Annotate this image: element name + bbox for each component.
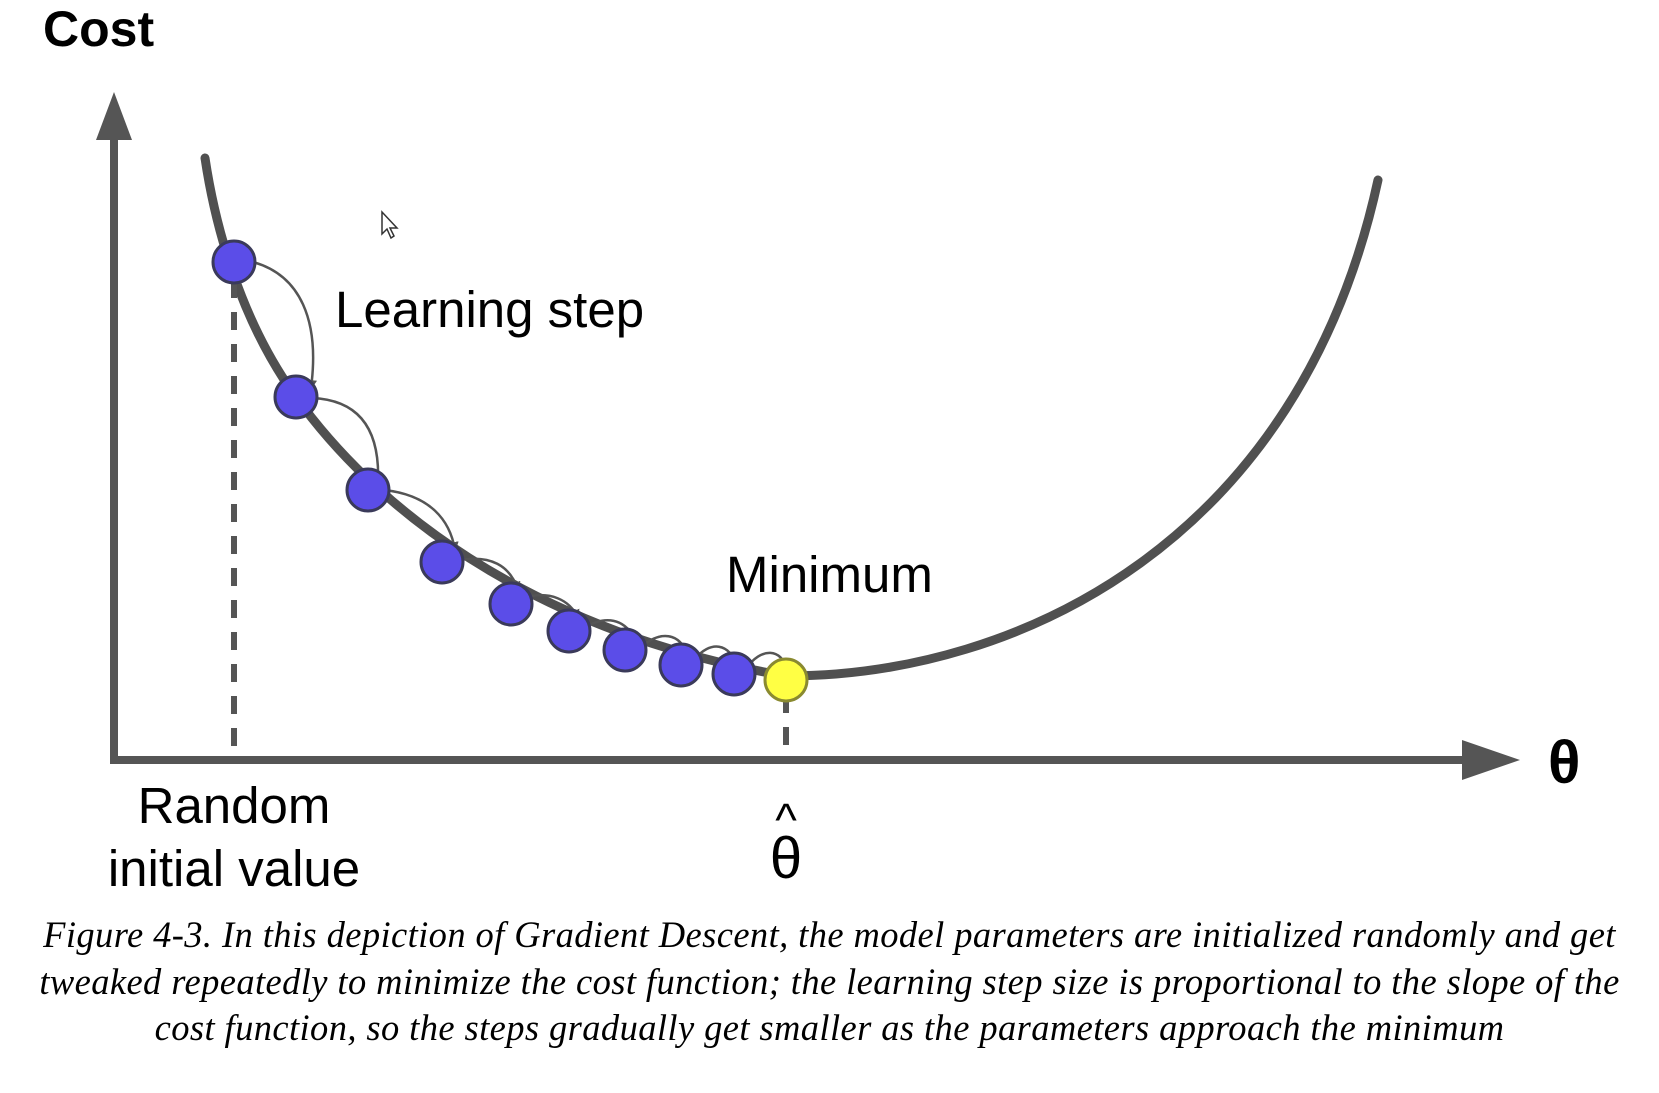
step-point <box>658 642 704 688</box>
random-initial-value-line2: initial value <box>108 840 360 897</box>
x-axis-title: θ <box>1548 729 1580 796</box>
step-point <box>211 239 257 285</box>
step-point <box>345 467 391 513</box>
minimum-label: Minimum <box>726 546 933 603</box>
y-axis-title: Cost <box>43 1 154 57</box>
learning-step-label: Learning step <box>335 281 644 338</box>
step-point <box>602 627 648 673</box>
theta-hat-label: θ <box>770 826 802 891</box>
step-point <box>273 374 319 420</box>
step-arrow <box>383 488 459 552</box>
x-axis-arrowhead <box>1462 740 1520 780</box>
step-arrow <box>252 260 318 390</box>
gradient-descent-diagram: Cost θ <box>43 1 1580 897</box>
theta-hat-accent: ^ <box>775 794 797 846</box>
step-point <box>419 539 465 585</box>
random-initial-value-line1: Random <box>138 777 331 834</box>
figure-caption: Figure 4-3. In this depiction of Gradien… <box>39 914 1620 1048</box>
step-arrow <box>311 396 384 484</box>
step-point <box>711 651 757 697</box>
minimum-point <box>763 657 809 703</box>
step-point <box>546 608 592 654</box>
learning-steps <box>211 239 757 697</box>
step-point <box>488 581 534 627</box>
cursor-icon <box>381 210 399 240</box>
y-axis-arrowhead <box>96 92 132 140</box>
